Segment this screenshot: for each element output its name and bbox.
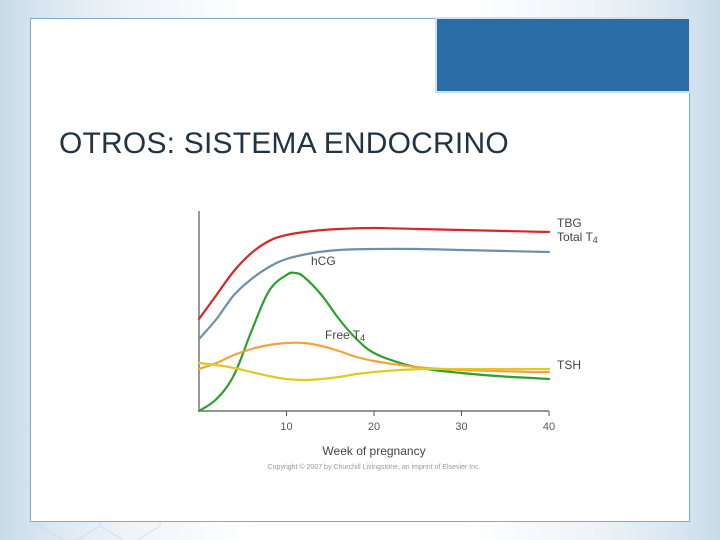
x-tick-label: 30: [455, 421, 467, 433]
corner-accent-box: [435, 17, 691, 93]
series-label-hcg: hCG: [311, 254, 336, 268]
slide-title: OTROS: SISTEMA ENDOCRINO: [59, 127, 509, 161]
x-tick-label: 40: [543, 421, 555, 433]
series-free-t4: [199, 343, 549, 372]
x-tick-label: 10: [280, 421, 292, 433]
series-label-tbg: TBG: [557, 216, 582, 230]
hormone-chart: 10 20 30 40 Week of pregnancy Copyright © 200…: [159, 201, 619, 501]
line-chart-svg: 10 20 30 40 Week of pregnancy Copyright © 200…: [159, 201, 619, 501]
series-label-tsh: TSH: [557, 358, 581, 372]
series-hcg: [199, 273, 549, 411]
slide-frame: OTROS: SISTEMA ENDOCRINO 10 20 30 40 Week of…: [30, 18, 690, 522]
series-label-free-t4: Free T4: [325, 328, 365, 343]
series-tbg: [199, 228, 549, 319]
series-label-total-t4: Total T4: [557, 230, 598, 245]
x-tick-label: 20: [368, 421, 380, 433]
chart-copyright: Copyright © 2007 by Churchill Livingston…: [268, 463, 481, 471]
series-total-t4: [199, 249, 549, 339]
x-axis-title: Week of pregnancy: [322, 444, 425, 458]
